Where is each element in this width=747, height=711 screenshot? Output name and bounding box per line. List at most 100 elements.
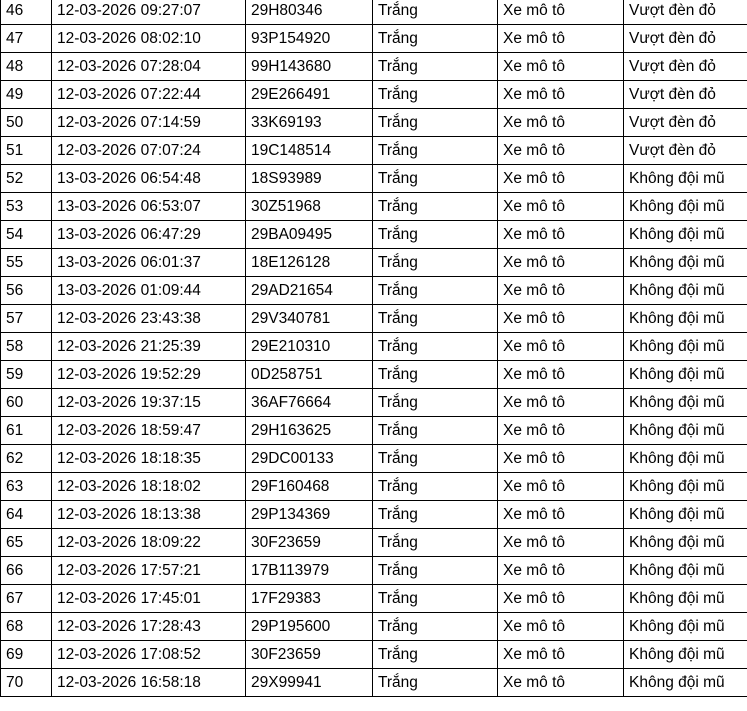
table-cell: Trắng (372, 108, 498, 137)
table-cell: Vượt đèn đỏ (623, 24, 747, 53)
table-cell: 12-03-2026 18:13:38 (51, 500, 246, 529)
table-row: 50 12-03-2026 07:14:59 33K69193 Trắng Xe mô … (0, 108, 747, 137)
table-cell: Trắng (372, 80, 498, 109)
table-cell: 29DC00133 (245, 444, 373, 473)
table-cell: Xe mô tô (497, 528, 624, 557)
table-row: 61 12-03-2026 18:59:47 29H163625 Trắng Xe mô… (0, 416, 747, 445)
table-cell: Xe mô tô (497, 472, 624, 501)
table-cell: Không đội mũ (623, 360, 747, 389)
table-cell: 58 (0, 332, 52, 361)
table-cell: 68 (0, 612, 52, 641)
table-row: 48 12-03-2026 07:28:04 99H143680 Trắng Xe mô… (0, 52, 747, 81)
table-cell: Không đội mũ (623, 528, 747, 557)
table-cell: Không đội mũ (623, 416, 747, 445)
table-cell: Xe mô tô (497, 332, 624, 361)
table-cell: 30F23659 (245, 528, 373, 557)
table-cell: 19C148514 (245, 136, 373, 165)
table-cell: Xe mô tô (497, 500, 624, 529)
table-cell: 18S93989 (245, 164, 373, 193)
table-cell: Xe mô tô (497, 416, 624, 445)
table-cell: Xe mô tô (497, 52, 624, 81)
table-cell: Không đội mũ (623, 556, 747, 585)
table-cell: Không đội mũ (623, 472, 747, 501)
table-cell: Trắng (372, 192, 498, 221)
table-cell: 59 (0, 360, 52, 389)
table-row: 70 12-03-2026 16:58:18 29X99941 Trắng Xe mô … (0, 668, 747, 697)
table-cell: Trắng (372, 556, 498, 585)
table-cell: 29E210310 (245, 332, 373, 361)
table-cell: 70 (0, 668, 52, 697)
table-cell: 18E126128 (245, 248, 373, 277)
table-cell: Xe mô tô (497, 0, 624, 25)
table-cell: 30F23659 (245, 640, 373, 669)
table-row: 62 12-03-2026 18:18:35 29DC00133 Trắng Xe mô… (0, 444, 747, 473)
table-row: 63 12-03-2026 18:18:02 29F160468 Trắng Xe mô… (0, 472, 747, 501)
table-cell: 12-03-2026 18:18:02 (51, 472, 246, 501)
table-cell: 49 (0, 80, 52, 109)
table-cell: 13-03-2026 06:01:37 (51, 248, 246, 277)
table-cell: 12-03-2026 18:09:22 (51, 528, 246, 557)
table-row: 51 12-03-2026 07:07:24 19C148514 Trắng Xe mô… (0, 136, 747, 165)
table-cell: 17F29383 (245, 584, 373, 613)
table-row: 52 13-03-2026 06:54:48 18S93989 Trắng Xe mô … (0, 164, 747, 193)
table-cell: 55 (0, 248, 52, 277)
table-row: 54 13-03-2026 06:47:29 29BA09495 Trắng Xe mô… (0, 220, 747, 249)
table-cell: 56 (0, 276, 52, 305)
table-cell: 12-03-2026 19:52:29 (51, 360, 246, 389)
table-cell: Trắng (372, 668, 498, 697)
table-cell: Không đội mũ (623, 640, 747, 669)
table-row: 56 13-03-2026 01:09:44 29AD21654 Trắng Xe mô… (0, 276, 747, 305)
table-row: 66 12-03-2026 17:57:21 17B113979 Trắng Xe mô… (0, 556, 747, 585)
table-cell: 13-03-2026 06:54:48 (51, 164, 246, 193)
table-cell: 64 (0, 500, 52, 529)
table-cell: Xe mô tô (497, 136, 624, 165)
table-cell: 12-03-2026 08:02:10 (51, 24, 246, 53)
table-cell: 13-03-2026 06:53:07 (51, 192, 246, 221)
table-row: 67 12-03-2026 17:45:01 17F29383 Trắng Xe mô … (0, 584, 747, 613)
table-row: 59 12-03-2026 19:52:29 0D258751 Trắng Xe mô … (0, 360, 747, 389)
table-cell: 62 (0, 444, 52, 473)
table-row: 69 12-03-2026 17:08:52 30F23659 Trắng Xe mô … (0, 640, 747, 669)
table-cell: Vượt đèn đỏ (623, 52, 747, 81)
table-cell: 29P195600 (245, 612, 373, 641)
table-cell: 12-03-2026 07:14:59 (51, 108, 246, 137)
table-cell: Trắng (372, 220, 498, 249)
table-cell: 12-03-2026 16:58:18 (51, 668, 246, 697)
table-cell: Trắng (372, 584, 498, 613)
table-cell: Xe mô tô (497, 360, 624, 389)
table-cell: Xe mô tô (497, 612, 624, 641)
table-cell: Xe mô tô (497, 24, 624, 53)
table-cell: Trắng (372, 248, 498, 277)
table-cell: 12-03-2026 07:22:44 (51, 80, 246, 109)
table-cell: Trắng (372, 136, 498, 165)
table-cell: Không đội mũ (623, 612, 747, 641)
table-cell: Trắng (372, 52, 498, 81)
table-cell: 12-03-2026 23:43:38 (51, 304, 246, 333)
table-cell: Không đội mũ (623, 164, 747, 193)
table-cell: Trắng (372, 388, 498, 417)
table-row: 60 12-03-2026 19:37:15 36AF76664 Trắng Xe mô… (0, 388, 747, 417)
table-cell: 12-03-2026 21:25:39 (51, 332, 246, 361)
table-cell: Xe mô tô (497, 248, 624, 277)
table-row: 58 12-03-2026 21:25:39 29E210310 Trắng Xe mô… (0, 332, 747, 361)
table-cell: Không đội mũ (623, 192, 747, 221)
table-cell: Trắng (372, 304, 498, 333)
table-cell: Không đội mũ (623, 248, 747, 277)
table-cell: 29X99941 (245, 668, 373, 697)
table-cell: Xe mô tô (497, 108, 624, 137)
table-cell: 29E266491 (245, 80, 373, 109)
table-cell: Xe mô tô (497, 192, 624, 221)
table-row: 53 13-03-2026 06:53:07 30Z51968 Trắng Xe mô … (0, 192, 747, 221)
table-cell: 54 (0, 220, 52, 249)
table-cell: 53 (0, 192, 52, 221)
table-cell: 17B113979 (245, 556, 373, 585)
table-cell: Không đội mũ (623, 304, 747, 333)
table-cell: Xe mô tô (497, 304, 624, 333)
table-cell: Xe mô tô (497, 444, 624, 473)
table-cell: Trắng (372, 24, 498, 53)
table-cell: Không đội mũ (623, 332, 747, 361)
table-cell: Trắng (372, 444, 498, 473)
table-cell: Không đội mũ (623, 584, 747, 613)
table-cell: 67 (0, 584, 52, 613)
